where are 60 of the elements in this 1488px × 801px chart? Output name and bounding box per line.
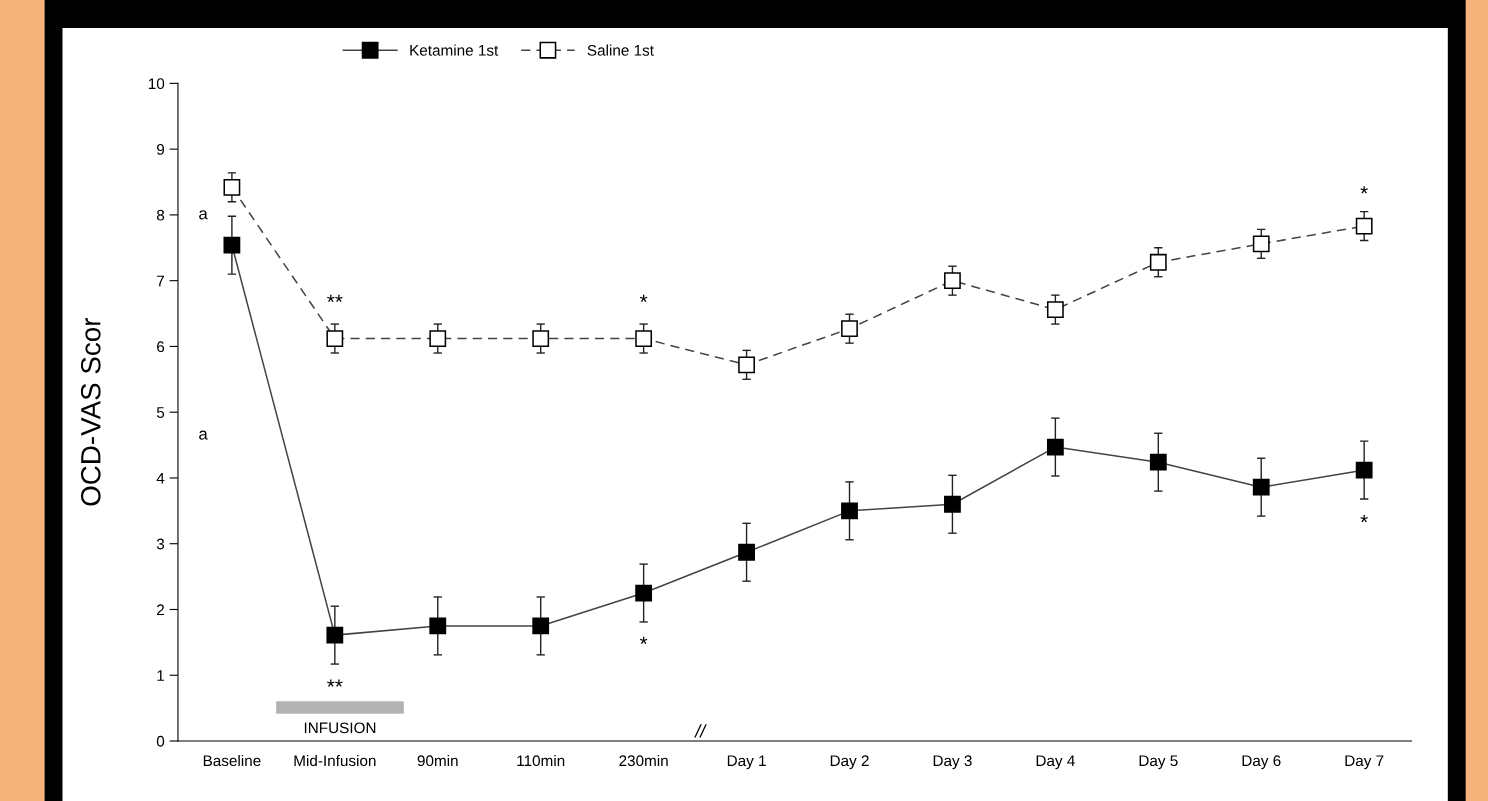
point xyxy=(326,330,344,347)
annotation: INFUSION xyxy=(304,722,376,734)
y-tick-label: 9 xyxy=(156,144,165,155)
x-tick-label: Day 5 xyxy=(1139,755,1178,770)
point xyxy=(223,178,241,196)
y-tick-label: 5 xyxy=(156,407,165,418)
point xyxy=(532,330,550,347)
y-tick-label: 4 xyxy=(156,472,165,484)
x-tick-label: Day 3 xyxy=(933,755,972,770)
x-tick-label: 110min xyxy=(517,754,565,767)
y-tick-label: 8 xyxy=(156,209,165,221)
point xyxy=(944,272,961,290)
legend-label: Saline 1st xyxy=(587,44,654,56)
point xyxy=(738,356,755,374)
x-tick-label: Day 6 xyxy=(1242,755,1281,770)
point xyxy=(1355,217,1373,235)
annotation: * xyxy=(639,636,648,645)
y-tick-label: 10 xyxy=(148,78,165,90)
y-tick-label: 7 xyxy=(157,275,164,287)
x-tick-label: Day 7 xyxy=(1345,755,1384,770)
annotation: * xyxy=(639,294,648,303)
point xyxy=(326,626,344,644)
annotation: ** xyxy=(327,294,343,303)
annotation: // xyxy=(694,724,707,738)
point xyxy=(738,543,755,561)
point xyxy=(223,236,241,254)
annotation: ** xyxy=(327,679,343,687)
x-tick-label: Day 1 xyxy=(727,755,766,770)
point xyxy=(841,502,858,520)
point xyxy=(841,320,858,338)
point xyxy=(1252,478,1270,496)
x-tick-label: Day 4 xyxy=(1036,755,1075,770)
legend-label: Ketamine 1st xyxy=(410,44,499,56)
annotation: a xyxy=(199,430,208,440)
point xyxy=(1046,438,1064,456)
y-axis-title: OCD-VAS Scor xyxy=(80,317,101,506)
point xyxy=(635,330,653,347)
point xyxy=(1355,461,1373,479)
point xyxy=(1252,235,1270,253)
x-tick-label: 90min xyxy=(417,754,458,767)
point xyxy=(429,330,447,347)
y-tick-label: 2 xyxy=(157,604,164,616)
x-tick-label: 230min xyxy=(619,754,668,767)
annotation: * xyxy=(1360,186,1368,194)
point xyxy=(532,617,550,635)
annotation: a xyxy=(199,210,208,220)
y-tick-label: 3 xyxy=(156,538,165,550)
point xyxy=(1149,253,1167,271)
y-tick-label: 6 xyxy=(157,341,165,353)
y-tick-label: 0 xyxy=(156,735,165,747)
x-tick-label: Mid-Infusion xyxy=(294,754,376,767)
point xyxy=(635,584,653,602)
annotation: * xyxy=(1360,515,1368,523)
point xyxy=(429,617,447,635)
point xyxy=(944,495,961,513)
point xyxy=(1149,453,1167,471)
x-tick-label: Day 2 xyxy=(830,755,869,770)
point xyxy=(1046,301,1064,319)
x-tick-label: Baseline xyxy=(203,754,261,767)
y-tick-label: 1 xyxy=(157,670,165,681)
